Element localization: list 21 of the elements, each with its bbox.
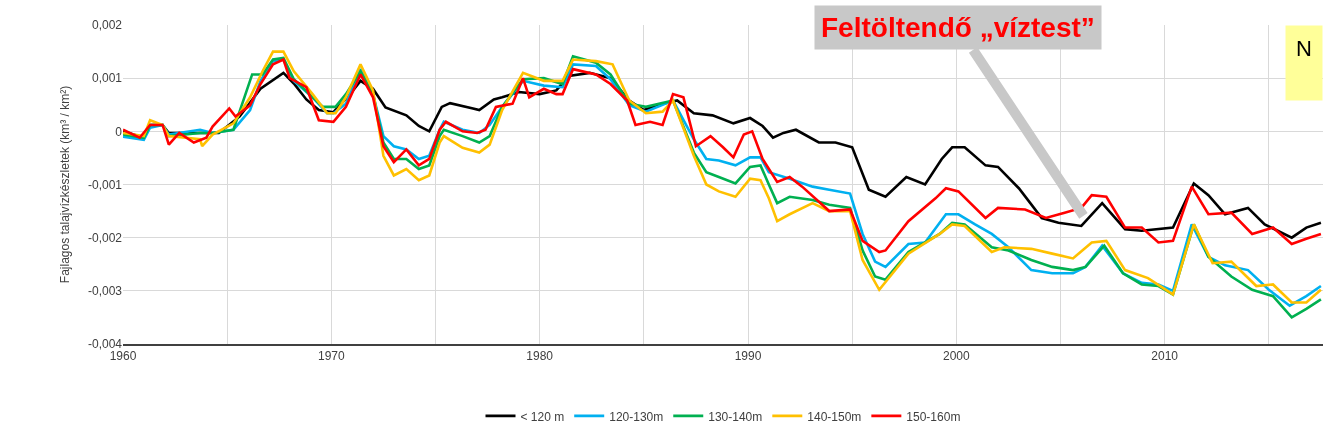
x-tick-label: 1990	[734, 349, 762, 364]
y-tick-label: 0	[115, 124, 123, 139]
annotation: Feltöltendő „víztest”	[821, 12, 1095, 43]
x-tick-label: 1980	[526, 349, 554, 364]
y-tick-label: 0,001	[91, 71, 123, 86]
x-tick-label: 2000	[942, 349, 970, 364]
y-tick-label: -0,003	[87, 284, 123, 299]
y-tick-label: -0,001	[87, 177, 123, 192]
y-axis-title: Fajlagos talajvízkészletek (km³ / km²)	[58, 85, 73, 284]
legend-label: < 120 m	[520, 409, 565, 424]
x-tick-label: 1970	[317, 349, 345, 364]
x-tick-label: 1960	[109, 349, 137, 364]
legend-label: 120-130m	[609, 409, 664, 424]
y-tick-label: -0,004	[87, 337, 123, 352]
legend-label: 150-160m	[906, 409, 961, 424]
annotation: N	[1296, 36, 1312, 61]
legend-label: 130-140m	[708, 409, 763, 424]
legend-label: 140-150m	[807, 409, 862, 424]
y-tick-label: -0,002	[87, 230, 123, 245]
x-tick-label: 2010	[1151, 349, 1179, 364]
y-tick-label: 0,002	[91, 18, 123, 33]
